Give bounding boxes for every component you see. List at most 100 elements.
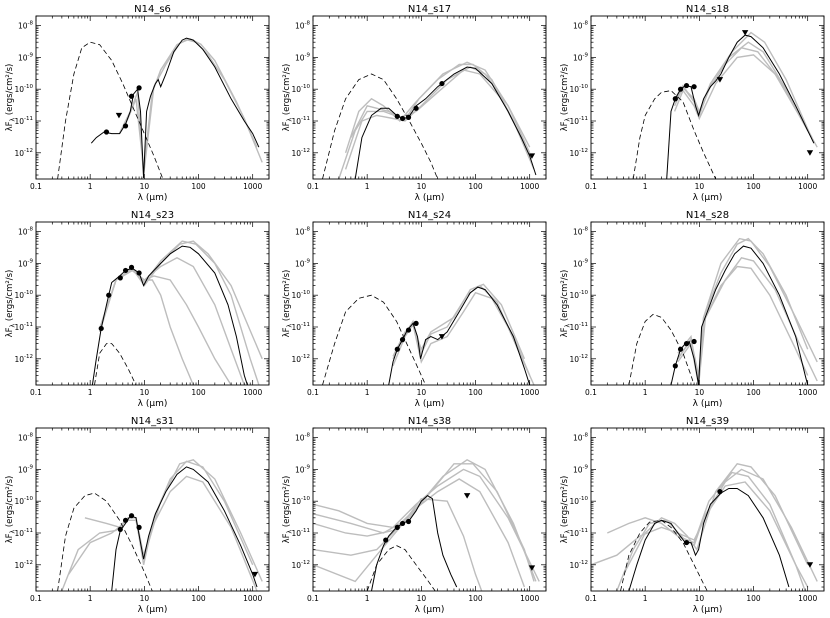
data-point xyxy=(691,84,697,90)
model-fit-curve xyxy=(673,54,818,148)
x-tick-label: 1 xyxy=(643,594,648,603)
y-axis-label: λFλ (ergs/cm²/s) xyxy=(282,270,294,338)
x-tick-label: 10 xyxy=(695,388,705,397)
x-tick-label: 10 xyxy=(140,388,150,397)
plot-frame xyxy=(590,15,825,180)
sed-panel: 0.1 1 10 100 1000 10-12 10-11 10-10 10-9 10-8 N14_… xyxy=(5,4,270,203)
y-tick-label: 10-9 xyxy=(573,258,589,268)
x-tick-label: 100 xyxy=(191,182,206,191)
x-tick-label: 1 xyxy=(88,594,93,603)
y-tick-label: 10-9 xyxy=(573,52,589,62)
plot-area xyxy=(591,463,818,591)
y-tick-label: 10-9 xyxy=(573,464,589,474)
data-point xyxy=(691,338,697,345)
model-fit-curve xyxy=(118,38,263,170)
x-tick-label: 1 xyxy=(643,182,648,191)
data-point xyxy=(106,292,112,298)
stellar-photosphere-curve xyxy=(322,73,439,179)
model-fit-curve xyxy=(99,269,232,385)
data-point xyxy=(136,85,142,91)
y-tick-label: 10-10 xyxy=(291,84,310,94)
panel-title: N14_s39 xyxy=(686,416,729,427)
stellar-photosphere-curve xyxy=(632,90,717,179)
y-tick-label: 10-9 xyxy=(295,258,311,268)
x-axis-label: λ (μm) xyxy=(693,399,723,409)
y-tick-label: 10-9 xyxy=(18,52,34,62)
x-axis-label: λ (μm) xyxy=(415,605,445,615)
y-tick-label: 10-11 xyxy=(291,116,310,126)
plot-frame xyxy=(312,427,547,592)
x-tick-label: 10 xyxy=(695,182,705,191)
panel-title: N14_s38 xyxy=(408,416,451,427)
x-tick-label: 100 xyxy=(468,594,483,603)
y-tick-label: 10-11 xyxy=(291,322,310,332)
y-axis-label: λFλ (ergs/cm²/s) xyxy=(5,64,17,132)
plot-area xyxy=(313,458,540,591)
y-tick-label: 10-12 xyxy=(569,560,588,570)
model-fit-curve xyxy=(350,61,531,148)
x-tick-label: 0.1 xyxy=(30,594,42,603)
x-tick-label: 100 xyxy=(191,594,206,603)
x-tick-label: 0.1 xyxy=(30,388,42,397)
sed-panel: 0.1 1 10 100 1000 10-12 10-11 10-10 10-9 10-8 N14_… xyxy=(282,4,547,203)
plot-frame xyxy=(312,15,547,180)
plot-area xyxy=(57,37,263,179)
model-fit-curve xyxy=(84,460,254,566)
best-fit-curve xyxy=(354,66,537,179)
y-tick-label: 10-11 xyxy=(569,528,588,538)
x-tick-label: 10 xyxy=(140,182,150,191)
y-tick-label: 10-10 xyxy=(569,290,588,300)
y-axis-label: λFλ (ergs/cm²/s) xyxy=(282,476,294,544)
y-axis-label: λFλ (ergs/cm²/s) xyxy=(560,270,572,338)
data-point xyxy=(413,320,419,326)
x-tick-label: 10 xyxy=(417,182,427,191)
upper-limit-marker xyxy=(115,112,123,119)
y-tick-label: 10-10 xyxy=(569,496,588,506)
y-tick-label: 10-8 xyxy=(295,21,311,31)
data-point xyxy=(394,524,400,530)
x-axis-label: λ (μm) xyxy=(138,193,168,203)
best-fit-curve xyxy=(91,245,248,385)
best-fit-curve xyxy=(388,286,531,385)
data-point xyxy=(128,93,135,99)
plot-area xyxy=(322,283,535,385)
stellar-photosphere-curve xyxy=(620,519,708,591)
stellar-photosphere-curve xyxy=(628,313,695,385)
y-tick-label: 10-11 xyxy=(14,528,33,538)
panel-title: N14_s6 xyxy=(134,4,171,15)
stellar-photosphere-curve xyxy=(94,343,137,385)
data-point xyxy=(399,337,406,343)
model-fit-curve xyxy=(313,458,537,582)
y-tick-label: 10-9 xyxy=(18,258,34,268)
x-tick-label: 0.1 xyxy=(307,388,319,397)
x-tick-label: 1 xyxy=(88,182,93,191)
x-tick-label: 1 xyxy=(88,388,93,397)
plot-frame xyxy=(35,15,270,180)
x-axis-label: λ (μm) xyxy=(415,193,445,203)
model-fit-curve xyxy=(591,481,806,591)
plot-frame xyxy=(590,221,825,386)
y-tick-label: 10-8 xyxy=(18,21,34,31)
data-point xyxy=(683,539,690,546)
x-tick-label: 1 xyxy=(365,182,370,191)
sed-panel: 0.1 1 10 100 1000 10-12 10-11 10-10 10-9 10-8 N14_… xyxy=(560,416,825,615)
x-axis-label: λ (μm) xyxy=(415,399,445,409)
data-point xyxy=(117,526,123,532)
plot-area xyxy=(57,459,263,591)
data-point xyxy=(405,114,412,120)
x-tick-label: 0.1 xyxy=(307,182,319,191)
data-point xyxy=(672,363,678,369)
sed-panel: 0.1 1 10 100 1000 10-12 10-11 10-10 10-9 10-8 N14_… xyxy=(5,210,270,409)
y-axis-label: λFλ (ergs/cm²/s) xyxy=(5,270,17,338)
plot-area xyxy=(91,240,263,385)
data-point xyxy=(399,115,406,122)
plot-area xyxy=(628,237,818,385)
plot-frame xyxy=(312,221,547,386)
model-fit-curve xyxy=(344,66,531,170)
data-point xyxy=(122,517,129,523)
data-point xyxy=(136,524,142,530)
y-tick-label: 10-12 xyxy=(291,560,310,570)
stellar-photosphere-curve xyxy=(366,545,436,591)
x-axis-label: λ (μm) xyxy=(138,605,168,615)
